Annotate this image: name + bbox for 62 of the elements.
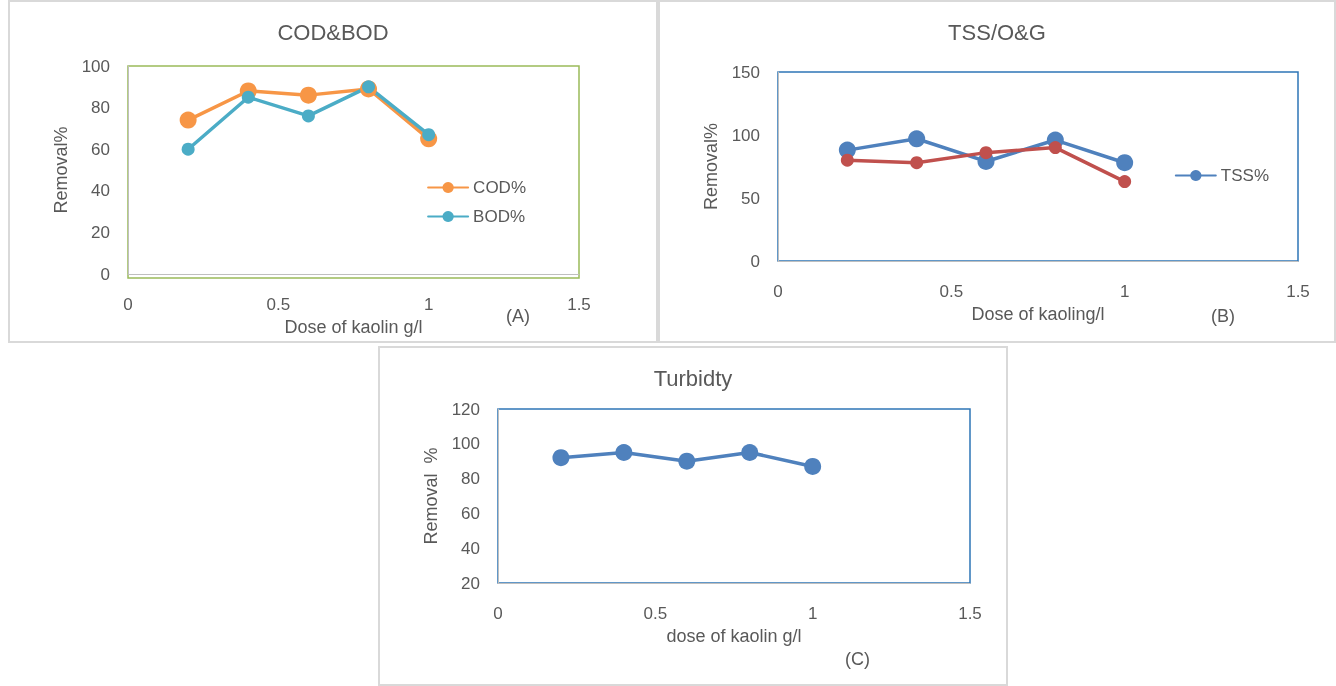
point — [615, 444, 633, 461]
legend-label: BOD% — [473, 207, 526, 226]
y-tick-label: 80 — [91, 98, 110, 118]
point — [1118, 175, 1132, 189]
x-axis-title: dose of kaolin g/l — [666, 625, 802, 646]
y-tick-label: 0 — [750, 251, 760, 271]
y-axis-title: Removal% — [51, 126, 71, 214]
x-tick-label: 0 — [773, 282, 783, 301]
y-tick-label: 100 — [451, 434, 480, 454]
text: (A) — [506, 306, 531, 326]
chart-title: TSS/O&G — [948, 19, 1046, 45]
point — [741, 444, 759, 461]
x-tick-label: 1 — [1119, 282, 1130, 301]
point — [362, 80, 376, 94]
chart-title: COD&BOD — [277, 19, 389, 45]
legend-label: TSS% — [1220, 166, 1270, 185]
y-tick-label: 150 — [731, 62, 760, 82]
x-tick-label: 0 — [493, 604, 503, 623]
point — [1116, 154, 1134, 172]
y-tick-label: 40 — [461, 538, 480, 558]
x-tick-label: 1.5 — [1286, 282, 1310, 301]
point — [552, 449, 570, 467]
x-tick-label: 0 — [123, 295, 133, 315]
x-axis-title: Dose of kaolin g/l — [284, 317, 423, 337]
x-tick-label: 1.5 — [567, 295, 591, 315]
point — [979, 146, 993, 160]
y-tick-label: 20 — [461, 573, 480, 593]
x-tick-label: 1.5 — [958, 604, 982, 623]
x-tick-label: 0.5 — [939, 282, 964, 301]
text: (C) — [845, 649, 871, 669]
y-tick-label: 0 — [100, 264, 110, 284]
x-tick-label: 0.5 — [643, 604, 668, 623]
y-tick-label: 80 — [461, 469, 480, 489]
text: (B) — [1211, 306, 1236, 326]
point — [908, 130, 926, 148]
point — [678, 452, 696, 470]
x-tick-label: 1 — [423, 295, 434, 315]
chart-title: Turbidty — [653, 365, 733, 391]
y-tick-label: 50 — [741, 188, 760, 208]
point — [179, 111, 197, 129]
point — [422, 128, 436, 142]
y-tick-label: 60 — [91, 139, 110, 159]
x-tick-label: 1 — [807, 604, 818, 623]
point — [804, 457, 822, 475]
legend-label: COD% — [473, 178, 527, 197]
point — [840, 153, 854, 167]
point — [181, 142, 195, 156]
point — [241, 90, 255, 104]
point — [1048, 141, 1062, 155]
y-axis-title: Removal% — [701, 122, 721, 211]
x-axis-title: Dose of kaoling/l — [971, 303, 1105, 324]
y-tick-label: 60 — [461, 503, 480, 523]
point — [299, 86, 317, 104]
y-tick-label: 100 — [731, 125, 760, 145]
point — [910, 156, 924, 170]
y-tick-label: 40 — [91, 181, 110, 201]
point — [301, 109, 315, 123]
y-tick-label: 20 — [91, 222, 110, 242]
y-axis-title: Removal % — [421, 447, 441, 545]
x-tick-label: 0.5 — [266, 295, 291, 315]
y-tick-label: 100 — [81, 56, 110, 76]
y-tick-label: 120 — [451, 399, 480, 419]
